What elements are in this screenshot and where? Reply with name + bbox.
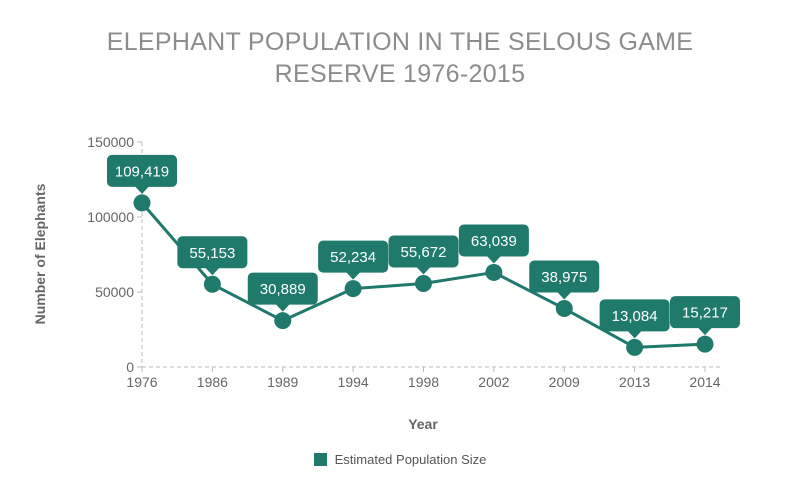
y-axis-ticks: 0 50000 100000 150000	[87, 134, 142, 375]
data-label-pointer	[135, 186, 149, 194]
data-point[interactable]	[344, 280, 362, 298]
data-label-box	[107, 154, 177, 187]
data-label-box	[458, 224, 529, 257]
x-axis-label: Year	[408, 416, 438, 432]
data-point[interactable]	[626, 338, 644, 356]
data-label: 63,039	[458, 224, 529, 264]
x-tick-label: 2009	[549, 374, 580, 390]
data-label: 30,889	[247, 272, 318, 312]
data-label-pointer	[346, 272, 361, 280]
data-label-pointer	[698, 327, 712, 336]
data-label-box	[177, 236, 248, 269]
chart-title: ELEPHANT POPULATION IN THE SELOUS GAME R…	[0, 26, 800, 90]
data-label: 15,217	[670, 296, 740, 336]
y-tick-label: 150000	[87, 134, 134, 150]
data-point[interactable]	[415, 274, 432, 292]
x-tick-label: 2013	[619, 374, 650, 390]
data-label: 52,234	[318, 240, 389, 280]
x-tick-label: 1989	[267, 374, 298, 390]
data-label: 13,084	[599, 299, 670, 339]
y-axis-label: Number of Elephants	[32, 183, 48, 324]
data-label-text: 63,039	[471, 233, 517, 250]
data-label: 55,672	[388, 235, 459, 275]
data-point[interactable]	[203, 275, 221, 293]
data-label-text: 55,672	[401, 244, 447, 261]
data-label-text: 38,975	[541, 269, 587, 286]
chart-title-line-1: ELEPHANT POPULATION IN THE SELOUS GAME	[106, 28, 694, 56]
data-label-text: 109,419	[115, 163, 169, 180]
data-label: 109,419	[107, 154, 177, 194]
x-tick-label: 1998	[408, 374, 439, 390]
y-tick-label: 50000	[95, 284, 134, 300]
data-label-pointer	[205, 267, 220, 276]
data-label: 55,153	[177, 236, 248, 276]
data-label-pointer	[486, 255, 501, 264]
y-tick-label: 100000	[87, 209, 134, 225]
data-label-box	[670, 296, 740, 329]
legend: Estimated Population Size	[0, 452, 800, 467]
x-tick-label: 1976	[126, 374, 157, 390]
data-label-pointer	[557, 292, 572, 300]
y-tick-label: 0	[126, 359, 134, 375]
x-axis-ticks: 1976 1986 1989 1994 1998 2002 2009 2013 2014	[126, 367, 721, 390]
x-tick-label: 2002	[478, 374, 509, 390]
chart-title-line-2: RESERVE 1976-2015	[274, 60, 526, 88]
legend-label: Estimated Population Size	[334, 452, 487, 467]
data-labels: 109,419 55,153 30,889 52,234 55,672 63,039 38,…	[107, 154, 740, 339]
data-point[interactable]	[555, 300, 573, 318]
data-label-box	[599, 299, 670, 332]
data-label-text: 13,084	[612, 308, 658, 325]
x-tick-label: 1994	[338, 374, 369, 390]
data-label-text: 55,153	[189, 245, 235, 262]
data-label: 38,975	[529, 260, 600, 300]
legend-swatch	[313, 453, 327, 466]
data-label-text: 15,217	[682, 305, 728, 322]
data-label-box	[388, 235, 459, 268]
data-label-text: 52,234	[330, 249, 376, 266]
data-label-pointer	[627, 330, 642, 339]
data-label-pointer	[416, 266, 431, 275]
x-tick-label: 2014	[689, 374, 720, 390]
data-point[interactable]	[133, 194, 151, 212]
data-label-box	[247, 272, 318, 305]
data-point[interactable]	[696, 335, 714, 353]
data-label-text: 30,889	[260, 281, 306, 298]
data-label-pointer	[275, 304, 290, 312]
data-point[interactable]	[274, 312, 292, 330]
data-point[interactable]	[485, 263, 503, 281]
data-label-box	[529, 260, 600, 293]
series-points	[133, 194, 714, 356]
data-label-box	[318, 240, 389, 273]
x-tick-label: 1986	[197, 374, 228, 390]
